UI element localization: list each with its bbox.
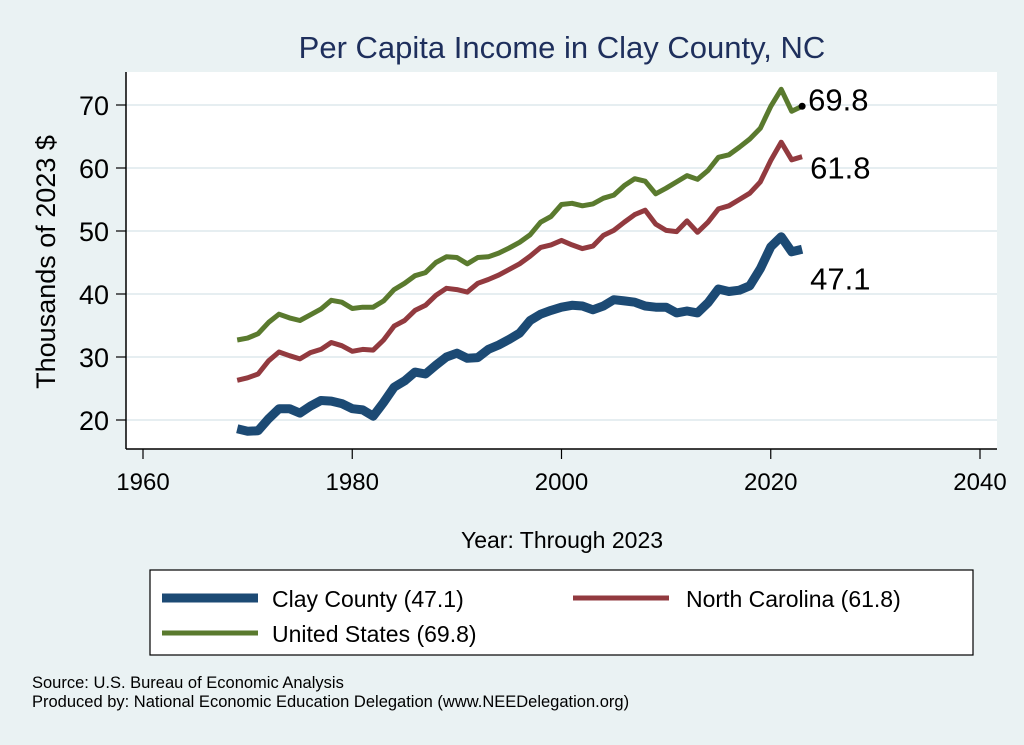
legend-label-nc: North Carolina (61.8) xyxy=(686,586,901,612)
series-line-clay-county xyxy=(236,232,804,436)
end-value-label: 61.8 xyxy=(810,151,870,186)
end-point-marker xyxy=(798,102,806,110)
x-tick-label: 1960 xyxy=(116,469,169,496)
legend: Clay County (47.1) North Carolina (61.8)… xyxy=(149,569,974,656)
plot-area xyxy=(126,72,997,449)
chart-title: Per Capita Income in Clay County, NC xyxy=(299,30,826,65)
x-tick-label: 1980 xyxy=(326,469,379,496)
x-tick-label: 2000 xyxy=(535,469,588,496)
y-tick-label: 50 xyxy=(79,217,109,247)
y-tick-label: 70 xyxy=(79,91,109,121)
series-line-united-states xyxy=(236,86,804,343)
produced-note: Produced by: National Economic Education… xyxy=(32,693,629,711)
y-tick-label: 60 xyxy=(79,154,109,184)
y-tick-label: 30 xyxy=(79,343,109,373)
x-axis-label: Year: Through 2023 xyxy=(461,527,663,553)
end-value-label: 69.8 xyxy=(808,82,868,117)
y-tick-label: 40 xyxy=(79,280,109,310)
source-note: Source: U.S. Bureau of Economic Analysis xyxy=(32,674,344,692)
legend-box xyxy=(149,569,974,656)
x-tick-label: 2020 xyxy=(744,469,797,496)
legend-label-clay: Clay County (47.1) xyxy=(272,586,464,612)
end-value-label: 47.1 xyxy=(810,261,870,296)
x-tick-label: 2040 xyxy=(953,469,1006,496)
series-line-north-carolina xyxy=(236,139,803,383)
legend-label-us: United States (69.8) xyxy=(272,621,477,647)
y-tick-label: 20 xyxy=(79,406,109,436)
y-axis-label: Thousands of 2023 $ xyxy=(31,135,61,389)
